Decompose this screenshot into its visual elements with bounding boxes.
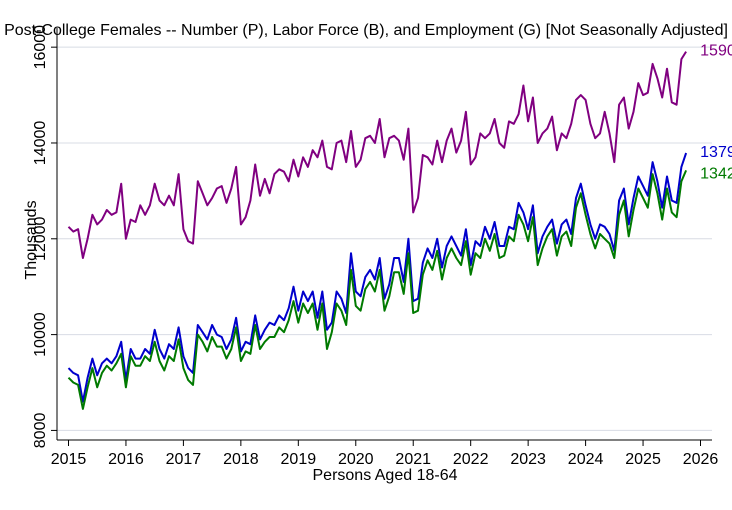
- x-ticks: 2015 2016 2017 2018 2019 2020 2021 2022 2023 2024…: [51, 440, 719, 468]
- x-tick-label-2019: 2019: [281, 451, 317, 468]
- y-tick-label-10000: 10000: [32, 312, 49, 357]
- x-tick-label-2025: 2025: [625, 451, 661, 468]
- x-tick-label-2023: 2023: [510, 451, 546, 468]
- x-tick-label-2021: 2021: [395, 451, 431, 468]
- x-tick-label-2020: 2020: [338, 451, 374, 468]
- x-tick-label-2026: 2026: [683, 451, 719, 468]
- y-tick-label-8000: 8000: [32, 413, 49, 449]
- chart-title: Post-College Females -- Number (P), Labo…: [4, 22, 728, 39]
- y-axis-label: Thousands: [23, 200, 40, 279]
- gridlines: [57, 46, 712, 431]
- end-label-G: 13427: [700, 165, 732, 182]
- series-line-P: [67, 51, 687, 259]
- x-tick-label-2018: 2018: [223, 451, 259, 468]
- axes: [56, 28, 712, 441]
- x-tick-label-2016: 2016: [108, 451, 144, 468]
- y-tick-label-12000: 12000: [32, 216, 49, 261]
- x-tick-label-2015: 2015: [51, 451, 87, 468]
- end-label-P: 15908: [700, 43, 732, 60]
- x-axis-label: Persons Aged 18-64: [313, 467, 458, 484]
- series-line-G: [67, 170, 688, 410]
- y-tick-label-16000: 16000: [32, 25, 49, 70]
- series-lines: [67, 51, 688, 410]
- series-line-B: [67, 152, 688, 403]
- y-tick-label-14000: 14000: [32, 121, 49, 166]
- x-tick-label-2022: 2022: [453, 451, 489, 468]
- y-ticks: 8000 10000 12000 14000 16000: [32, 25, 57, 448]
- x-tick-label-2017: 2017: [166, 451, 202, 468]
- x-tick-label-2024: 2024: [568, 451, 604, 468]
